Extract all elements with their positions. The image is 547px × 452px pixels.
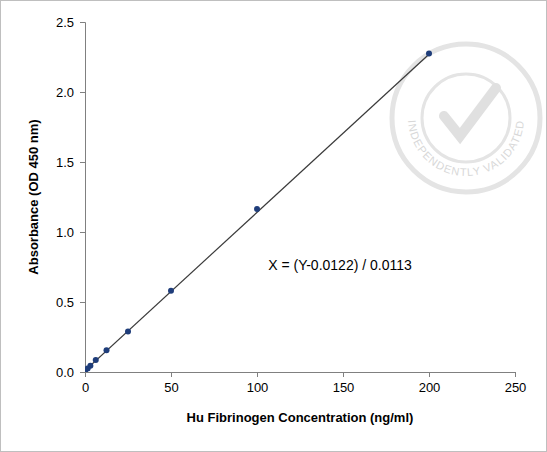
y-tick-label: 2.5 [56,15,74,30]
chart-frame [1,1,547,452]
y-axis: 0.0 0.5 1.0 1.5 2.0 2.5 [56,15,86,380]
chart: INDEPENDENTLY VALIDATED 0 50 100 150 200 250 0.… [0,0,547,452]
y-tick-mark [80,302,85,303]
x-tick-label: 50 [164,380,178,395]
x-axis-title: Hu Fibrinogen Concentration (ng/ml) [187,410,414,425]
x-tick-mark [515,372,516,377]
y-axis-title: Absorbance (OD 450 nm) [26,119,41,274]
x-tick-mark [343,372,344,377]
y-tick-label: 0.0 [56,365,74,380]
y-tick-mark [80,372,85,373]
x-tick: 0 [82,372,89,395]
x-tick-label: 100 [247,380,269,395]
watermark-text: INDEPENDENTLY VALIDATED [406,119,526,178]
x-tick-mark [429,372,430,377]
x-axis: 0 50 100 150 200 250 [82,372,526,395]
x-tick: 150 [333,372,355,395]
data-point [87,363,93,369]
data-point [125,328,131,334]
x-tick: 50 [164,372,178,395]
x-tick-label: 150 [333,380,355,395]
y-tick-mark [80,232,85,233]
y-tick: 0.0 [56,365,85,380]
data-point [104,347,110,353]
axis-line [80,23,86,373]
axis-line [86,373,516,378]
marks [85,51,432,373]
x-tick-label: 200 [419,380,441,395]
watermark-inner-ring [422,74,510,162]
x-tick: 200 [419,372,441,395]
data-point [168,288,174,294]
y-tick-mark [80,162,85,163]
x-tick-mark [257,372,258,377]
x-tick: 100 [247,372,269,395]
x-tick-label: 0 [82,380,89,395]
x-tick-mark [171,372,172,377]
y-tick: 2.0 [56,85,85,100]
watermark-text-path: INDEPENDENTLY VALIDATED [406,119,526,178]
y-tick-label: 1.0 [56,225,74,240]
plot: 0 50 100 150 200 250 0.0 0.5 1.0 1.5 2.0 2.5 [56,15,526,396]
watermark-ring [392,44,540,192]
watermark: INDEPENDENTLY VALIDATED [392,44,540,192]
y-tick: 2.5 [56,15,85,30]
fit-line [85,54,429,370]
y-tick-mark [80,92,85,93]
data-point [254,206,260,212]
y-tick: 1.0 [56,225,85,240]
x-tick-label: 250 [505,380,527,395]
data-point [426,51,432,57]
watermark-check [444,88,496,136]
y-tick-mark [80,22,85,23]
x-tick: 250 [505,372,527,395]
data-point [93,357,99,363]
y-tick-label: 1.5 [56,155,74,170]
y-tick: 1.5 [56,155,85,170]
y-tick: 0.5 [56,295,85,310]
y-tick-label: 2.0 [56,85,74,100]
y-tick-label: 0.5 [56,295,74,310]
equation: X = (Y-0.0122) / 0.0113 [268,257,412,273]
